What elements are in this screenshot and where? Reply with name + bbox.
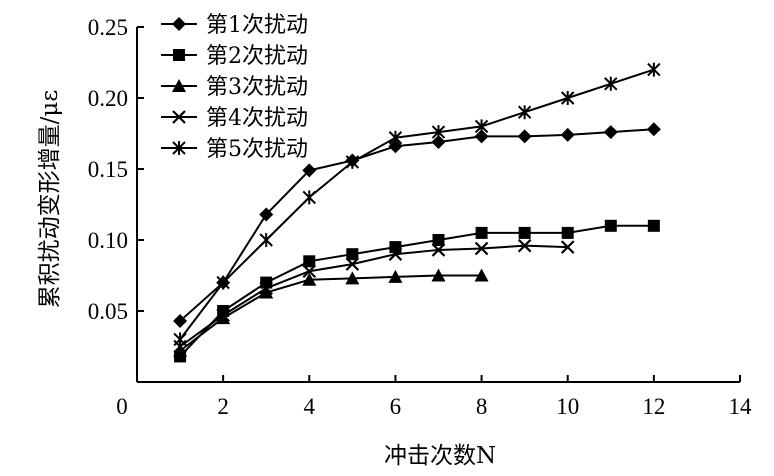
series-5-point [388,130,403,145]
series-1-point [474,129,489,144]
series-1-point [646,122,661,137]
series-4-point [259,281,273,296]
series-1-point [259,207,274,222]
x-tick-label: 4 [304,394,316,419]
series-3-point [173,343,188,357]
y-tick-label: 0.10 [88,228,128,253]
y-tick-label: 0.05 [88,299,128,324]
legend-item: 第3次扰动 [161,75,308,100]
x-tick-label: 14 [729,394,753,419]
series-4-point [302,264,317,279]
series-2 [174,219,660,363]
series-5-point [474,119,489,134]
series-2-point [647,219,660,232]
series-1-point [173,313,188,328]
x-tick-label: 2 [217,394,229,419]
series-3-point [388,269,403,283]
axes: 0 2 4 6 8 10 12 14 0.05 0.10 0.15 0.20 0.25 [88,15,752,419]
x-axis-label: 冲击次数N [384,443,496,469]
series-5-point [259,233,273,247]
legend-label: 第5次扰动 [206,137,308,162]
series-4 [173,238,575,354]
series-3-point [302,272,317,286]
series-1-point [560,127,575,142]
series-5-point [216,275,230,290]
series-4-point [474,241,489,256]
series-4-point [431,243,446,257]
series-4-point [345,257,360,271]
legend-item: 第4次扰动 [161,106,308,131]
y-tick-label: 0.25 [88,15,128,40]
series-2-point [475,226,488,239]
series-5-point [431,125,446,140]
legend-item: 第1次扰动 [161,13,308,38]
legend-label: 第2次扰动 [206,44,308,69]
x-tick-label: 6 [390,394,402,419]
series-3-point [431,268,446,282]
series-5-point [345,154,360,169]
series-5 [173,62,661,347]
series-3-point [474,268,489,282]
series-2-point [561,226,574,239]
series-3-line [179,274,482,352]
series-5-point [517,105,532,120]
series-4-line [179,244,568,348]
series-1-point [302,163,317,178]
series-1-point [431,135,446,150]
series-layer [173,62,661,363]
series-3-point [259,285,274,299]
legend-marker [172,17,186,31]
series-2-point [303,255,316,268]
legend-label: 第1次扰动 [206,13,308,38]
series-4-point [216,308,230,323]
series-2-line [179,224,654,358]
legend-marker [173,49,185,61]
series-3 [173,268,489,357]
x-tick-label: 8 [476,394,488,419]
legend-item: 第5次扰动 [161,137,308,162]
series-2-point [604,219,617,232]
series-5-point [561,91,575,105]
series-5-point [647,62,661,77]
legend-label: 第3次扰动 [206,75,308,100]
series-5-line [179,68,655,341]
x-tick-label: 0 [116,394,128,419]
legend-label: 第4次扰动 [206,106,308,131]
legend-item: 第2次扰动 [161,44,308,69]
series-5-point [173,332,187,347]
series-2-point [432,234,445,246]
series-4-point [560,240,575,254]
series-4-point [388,247,403,261]
series-3-point [216,311,231,325]
series-1-point [517,129,532,144]
y-tick-label: 0.20 [88,86,128,111]
series-3-point [345,271,360,285]
x-tick-label: 10 [556,394,579,419]
legend-marker [172,110,186,124]
series-2-point [518,226,531,239]
series-2-point [346,248,359,261]
x-tick-label: 12 [642,394,665,419]
series-5-point [302,190,316,205]
series-1-point [388,139,403,154]
series-4-point [517,238,532,253]
series-5-point [604,76,618,91]
series-1-line [179,128,654,322]
series-1-point [603,125,618,140]
legend-marker [172,141,186,155]
y-tick-label: 0.15 [88,157,128,182]
legend-marker [172,79,186,92]
y-axis-label: 累积扰动变形增量/με [37,90,63,309]
